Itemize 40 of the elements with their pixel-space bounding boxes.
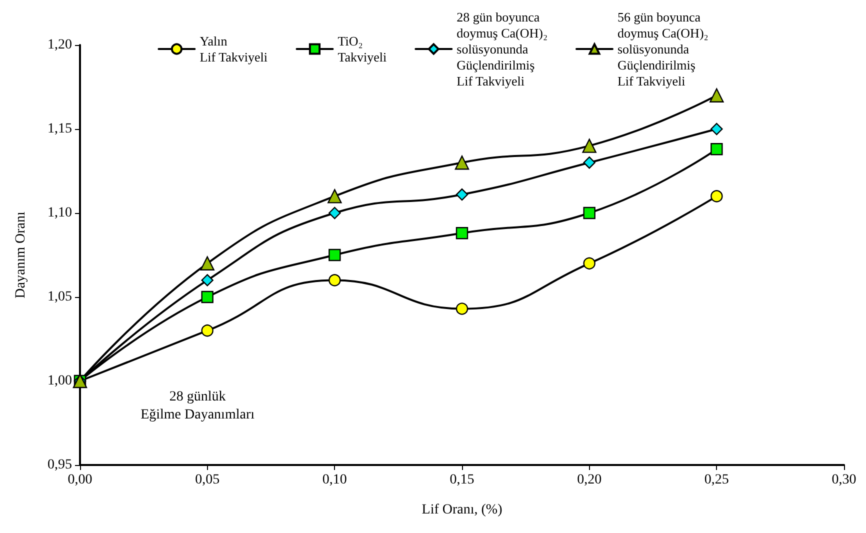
point	[328, 206, 341, 220]
y-tick-label: 0,95	[48, 458, 72, 472]
y-tick-label: 1,10	[48, 206, 72, 220]
x-tick-label: 0,15	[450, 472, 474, 488]
point	[200, 256, 214, 270]
y-axis-title: Dayanım Oranı	[14, 212, 28, 298]
x-axis-title: Lif Oranı, (%)	[422, 502, 503, 518]
point	[328, 189, 342, 204]
point	[583, 257, 596, 270]
point	[201, 324, 214, 337]
legend-label: 56 gün boyunca doymuş Ca(OH)₂ solüsyonunda Güçlendirilmiş Lif Takviyeli	[617, 10, 708, 88]
y-tick-label: 1,05	[48, 290, 72, 304]
point	[710, 190, 723, 202]
legend-label: Yalın Lif Takviyeli	[200, 34, 268, 64]
x-tick-label: 0,10	[322, 472, 347, 488]
y-tick-label: 1,00	[48, 374, 72, 388]
point	[456, 188, 468, 201]
x-tick-label: 0,25	[704, 472, 729, 488]
legend-label: TiO₂ Takviyeli	[338, 34, 388, 64]
x-tick-label: 0,30	[832, 472, 856, 488]
x-tick-label: 0,20	[577, 472, 602, 488]
point	[710, 88, 724, 102]
point	[710, 143, 723, 156]
x-tick-label: 0,00	[68, 472, 92, 488]
x-tick-label: 0,05	[195, 472, 220, 488]
annotation: 28 günlük Eğilme Dayanımları	[140, 390, 255, 423]
point	[710, 122, 723, 136]
point	[201, 290, 214, 304]
point	[328, 274, 341, 286]
point	[583, 156, 596, 169]
point	[201, 274, 214, 286]
point	[583, 206, 596, 220]
y-tick-label: 1,20	[48, 38, 72, 52]
point	[456, 302, 468, 315]
legend-label: 28 gün boyunca doymuş Ca(OH)₂ solüsyonunda Güçlendirilmiş Lif Takviyeli	[456, 10, 548, 88]
y-tick-label: 1,15	[48, 122, 72, 136]
point	[454, 156, 470, 170]
point	[582, 138, 596, 153]
point	[456, 227, 468, 240]
point	[328, 248, 341, 262]
